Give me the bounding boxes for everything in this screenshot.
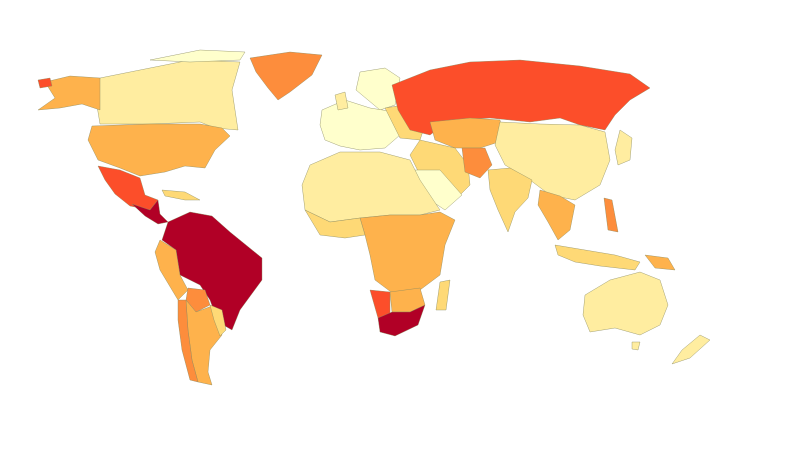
western-europe xyxy=(319,99,401,151)
africa xyxy=(301,151,456,337)
japan xyxy=(614,129,633,166)
canada xyxy=(95,59,241,131)
peru xyxy=(154,239,189,301)
arctic-islands xyxy=(149,49,246,63)
west-africa xyxy=(304,209,366,239)
papua-new-guinea xyxy=(644,254,676,271)
alaska-tip xyxy=(37,77,53,89)
south-africa xyxy=(377,304,426,337)
paraguay-uruguay xyxy=(209,304,227,337)
oceania xyxy=(582,254,711,365)
philippines xyxy=(603,197,619,233)
namibia xyxy=(369,289,391,319)
south-america xyxy=(154,211,263,386)
uk xyxy=(334,91,349,111)
madagascar xyxy=(435,279,451,311)
indonesia xyxy=(554,244,641,271)
bolivia xyxy=(185,287,211,313)
india xyxy=(487,167,533,233)
central-africa xyxy=(359,211,456,296)
greenland xyxy=(249,51,323,101)
caribbean xyxy=(161,189,201,201)
asia xyxy=(391,59,651,271)
united-states xyxy=(87,123,231,177)
china xyxy=(494,121,611,201)
southeast-asia xyxy=(537,189,576,241)
australia xyxy=(582,271,669,336)
new-zealand xyxy=(671,334,711,365)
tasmania xyxy=(631,341,641,351)
russia xyxy=(391,59,651,136)
central-america xyxy=(131,199,169,225)
kazakhstan xyxy=(429,117,506,149)
iran-afghanistan xyxy=(461,147,493,179)
chile xyxy=(177,299,199,383)
north-america xyxy=(37,49,323,225)
alaska xyxy=(37,75,101,111)
